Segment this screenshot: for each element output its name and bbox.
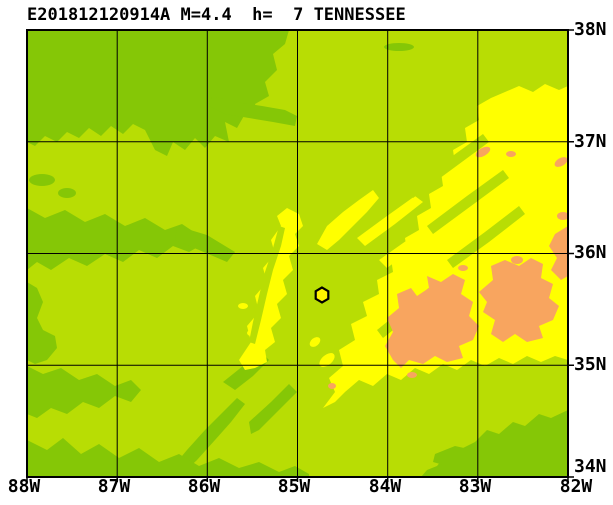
- lon-tick-label-86w: 86W: [187, 476, 221, 497]
- lat-tick-label-35n: 35N: [574, 354, 607, 375]
- lat-tick-label-34n: 34N: [574, 456, 607, 477]
- terrain-low-patches: [27, 30, 568, 477]
- map-area: [25, 28, 576, 484]
- map-frame: [26, 29, 569, 478]
- lon-tick-label-83w: 83W: [458, 476, 492, 497]
- lon-tick-label-88w: 88W: [7, 476, 41, 497]
- map-canvas: [26, 29, 574, 482]
- lon-tick-label-87w: 87W: [97, 476, 131, 497]
- terrain-highest-patches: [328, 146, 568, 389]
- lon-tick-label-84w: 84W: [368, 476, 402, 497]
- lat-tick-label-36n: 36N: [574, 242, 607, 263]
- lon-tick-label-82w: 82W: [559, 476, 593, 497]
- plot-title: E201812120914A M=4.4 h= 7 TENNESSEE: [27, 5, 406, 25]
- lat-tick-label-37n: 37N: [574, 131, 607, 152]
- epicenter-marker: [314, 286, 330, 304]
- lon-tick-label-85w: 85W: [277, 476, 311, 497]
- lat-tick-label-38n: 38N: [574, 19, 607, 40]
- graticule: [27, 30, 568, 477]
